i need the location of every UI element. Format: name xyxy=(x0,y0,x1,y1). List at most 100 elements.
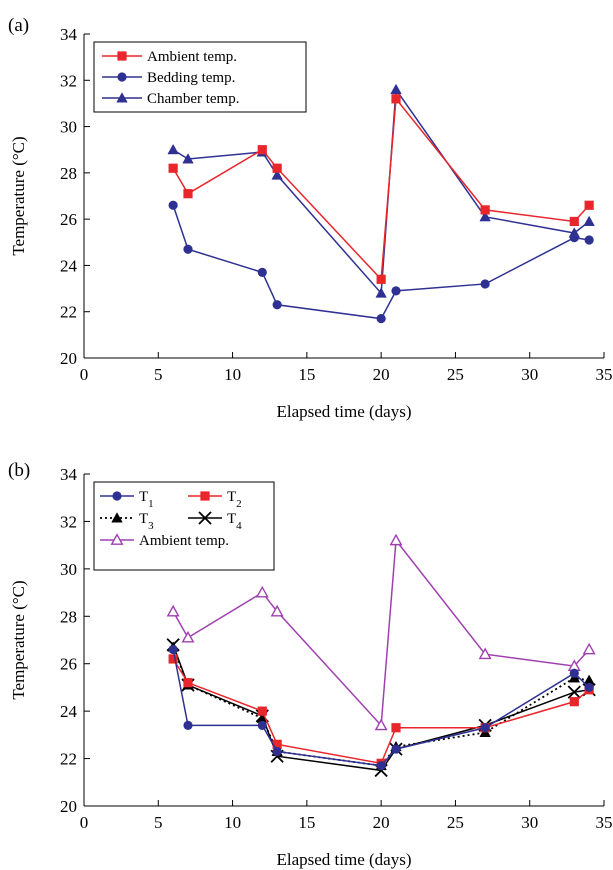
chart-panel-1: (a) 20 22 24 26 28 30 32 34 0 5 10 15 20 25 30 35 Elapsed… xyxy=(8,15,613,421)
legend: Ambient temp. Bedding temp. Chamber temp. xyxy=(93,41,307,113)
legend-marker xyxy=(110,533,124,545)
data-point xyxy=(257,720,267,730)
y-tick-label: 20 xyxy=(60,349,77,368)
legend-entry: Chamber temp. xyxy=(102,91,239,107)
series-4 xyxy=(166,638,596,778)
x-tick-label: 15 xyxy=(298,365,315,384)
data-point xyxy=(479,211,491,222)
x-tick-label: 20 xyxy=(373,365,390,384)
legend-marker xyxy=(116,92,128,103)
y-tick-label: 34 xyxy=(60,465,78,484)
x-tick-label: 20 xyxy=(373,813,390,832)
data-point xyxy=(480,279,490,289)
x-tick-label: 5 xyxy=(154,365,163,384)
data-point xyxy=(168,200,178,210)
legend-entry: Bedding temp. xyxy=(102,70,235,86)
data-point xyxy=(166,604,180,617)
data-point xyxy=(168,654,178,664)
x-tick-label: 30 xyxy=(521,813,538,832)
x-tick-label: 10 xyxy=(224,813,241,832)
x-axis-title: Elapsed time (days) xyxy=(276,850,411,869)
data-point xyxy=(391,744,401,754)
legend-label: Ambient temp. xyxy=(147,49,237,65)
data-point xyxy=(183,189,193,199)
y-tick-label: 22 xyxy=(60,303,77,322)
data-point xyxy=(584,235,594,245)
data-point xyxy=(183,244,193,254)
data-point xyxy=(182,153,194,164)
y-tick-label: 28 xyxy=(60,164,77,183)
data-point xyxy=(582,642,596,655)
data-point xyxy=(584,200,594,210)
y-tick-label: 20 xyxy=(60,797,77,816)
data-point xyxy=(567,685,581,699)
data-point xyxy=(376,274,386,284)
panel-label: (b) xyxy=(8,460,30,481)
data-point xyxy=(389,533,403,546)
data-point xyxy=(478,647,492,660)
data-point xyxy=(390,83,402,95)
y-tick-label: 28 xyxy=(60,607,77,626)
data-point xyxy=(271,169,283,180)
y-axis-title: Temperature (°C) xyxy=(9,136,28,255)
series-5 xyxy=(166,533,596,731)
data-point xyxy=(257,706,267,716)
data-point xyxy=(375,287,387,298)
data-point xyxy=(391,286,401,296)
x-tick-label: 15 xyxy=(298,813,315,832)
data-point xyxy=(167,143,179,155)
y-tick-label: 32 xyxy=(60,71,77,90)
series-line xyxy=(172,96,590,282)
legend-label: T4 xyxy=(227,511,242,532)
x-tick-label: 35 xyxy=(596,813,613,832)
legend-label: Ambient temp. xyxy=(139,533,229,549)
legend-marker xyxy=(200,491,210,501)
data-point xyxy=(257,145,267,155)
legend-label: T2 xyxy=(227,489,242,510)
legend-entry: T4 xyxy=(188,511,242,532)
legend-label: Bedding temp. xyxy=(147,70,235,86)
data-point xyxy=(391,94,401,104)
legend-entry: Ambient temp. xyxy=(100,533,229,549)
legend-entry: T2 xyxy=(188,489,242,510)
data-point xyxy=(270,604,284,617)
series-line xyxy=(172,646,590,767)
y-axis-title: Temperature (°C) xyxy=(9,580,28,699)
y-tick-label: 32 xyxy=(60,512,77,531)
data-point xyxy=(181,630,195,643)
series-1 xyxy=(168,94,594,284)
legend-entry: T3 xyxy=(100,511,154,532)
legend-marker xyxy=(111,512,123,523)
series-3 xyxy=(167,83,595,298)
series-2 xyxy=(168,200,594,324)
data-point xyxy=(569,233,579,243)
data-point xyxy=(376,761,386,771)
series-line xyxy=(172,205,590,320)
legend-entry: T1 xyxy=(100,489,154,510)
data-point xyxy=(257,267,267,277)
data-point xyxy=(480,723,490,733)
legend-label: T3 xyxy=(139,511,154,532)
x-tick-label: 25 xyxy=(447,365,464,384)
legend-label: T1 xyxy=(139,489,154,510)
y-tick-label: 24 xyxy=(60,256,78,275)
data-point xyxy=(272,746,282,757)
panel-label: (a) xyxy=(8,15,29,36)
legend-marker xyxy=(112,491,122,501)
data-point xyxy=(272,300,282,310)
data-point xyxy=(569,216,579,227)
x-tick-label: 10 xyxy=(224,365,241,384)
data-point xyxy=(569,697,579,707)
legend-marker xyxy=(198,511,212,525)
data-point xyxy=(255,585,269,598)
x-tick-label: 0 xyxy=(80,813,89,832)
data-point xyxy=(272,163,282,173)
data-point xyxy=(272,739,282,749)
series-line xyxy=(172,658,590,765)
data-point xyxy=(480,205,490,215)
data-point xyxy=(584,682,594,693)
y-tick-label: 24 xyxy=(60,702,78,721)
data-point xyxy=(391,723,401,733)
